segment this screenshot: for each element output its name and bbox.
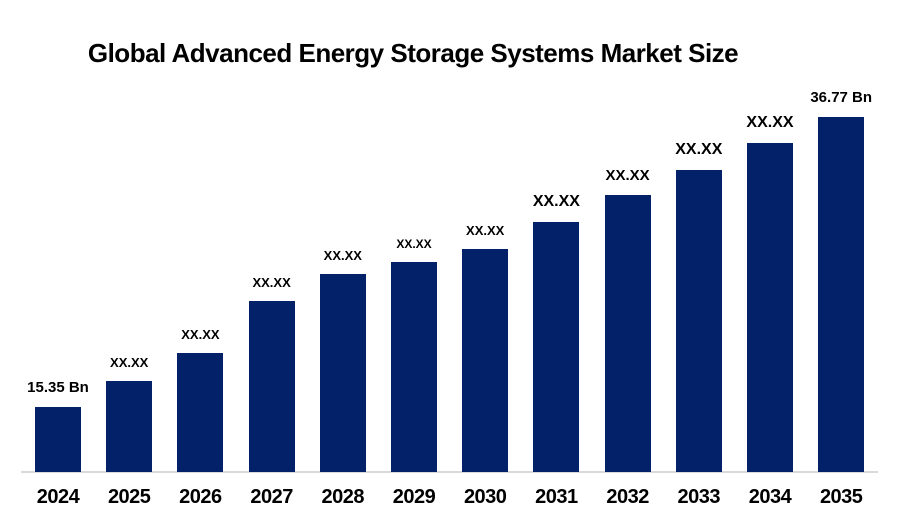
x-tick-label-2030: 2030 xyxy=(463,486,507,508)
bar-2029 xyxy=(391,262,437,472)
x-tick-label-2031: 2031 xyxy=(535,486,578,508)
value-label-2030: XX.XX xyxy=(466,223,505,238)
x-tick-label-2027: 2027 xyxy=(250,486,293,508)
bar-2024 xyxy=(35,407,81,472)
bar-2025 xyxy=(106,381,153,472)
bar-2026 xyxy=(177,353,224,472)
value-label-2034: XX.XX xyxy=(746,114,794,131)
value-label-2033: XX.XX xyxy=(675,141,723,158)
x-tick-label-2024: 2024 xyxy=(36,486,80,508)
value-label-2035: 36.77 Bn xyxy=(810,89,873,106)
x-tick-label-2033: 2033 xyxy=(677,486,721,508)
x-tick-label-2029: 2029 xyxy=(392,486,436,508)
value-label-2029: XX.XX xyxy=(396,237,432,251)
chart-title: Global Advanced Energy Storage Systems M… xyxy=(87,38,739,68)
value-label-2028: XX.XX xyxy=(323,248,362,263)
x-tick-label-2032: 2032 xyxy=(606,486,649,508)
bar-2032 xyxy=(604,195,651,472)
x-tick-label-2025: 2025 xyxy=(107,486,151,508)
bar-2028 xyxy=(319,274,366,472)
bar-2031 xyxy=(533,222,580,472)
x-tick-label-2028: 2028 xyxy=(321,486,365,508)
bar-2030 xyxy=(462,249,509,472)
value-label-2031: XX.XX xyxy=(532,193,580,210)
x-tick-label-2034: 2034 xyxy=(748,486,792,508)
value-label-2027: XX.XX xyxy=(252,275,291,290)
x-tick-label-2026: 2026 xyxy=(179,486,222,508)
value-label-2026: XX.XX xyxy=(181,327,220,342)
x-axis-line xyxy=(21,471,878,473)
value-label-2025: XX.XX xyxy=(110,355,149,370)
bar-2035 xyxy=(818,117,865,472)
x-tick-label-2035: 2035 xyxy=(819,486,863,508)
bar-2034 xyxy=(747,143,793,472)
value-label-2032: XX.XX xyxy=(605,167,650,184)
bar-2033 xyxy=(675,170,722,472)
bar-2027 xyxy=(248,301,295,472)
value-label-2024: 15.35 Bn xyxy=(27,379,89,396)
